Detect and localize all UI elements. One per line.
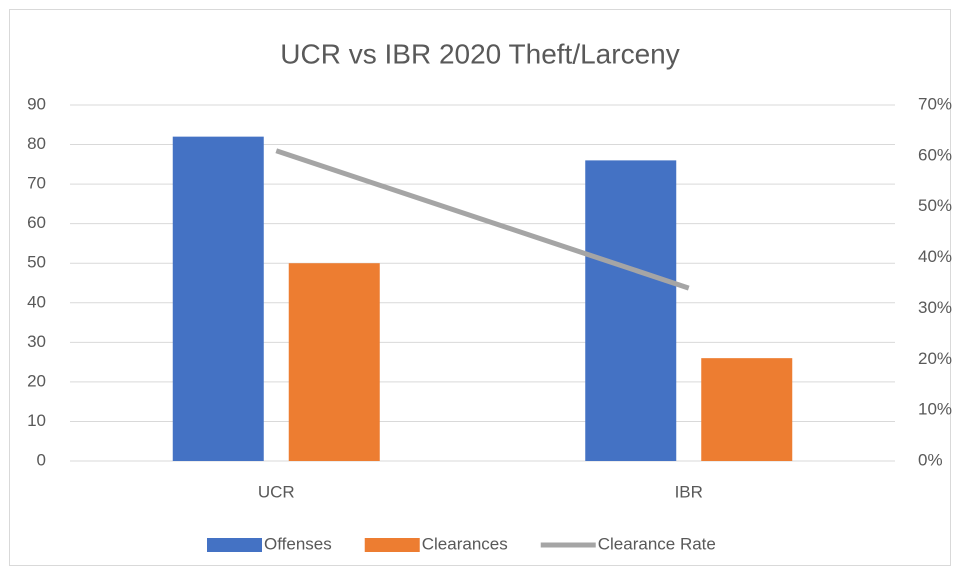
y-tick-label: 0 bbox=[37, 450, 46, 469]
x-tick-label: UCR bbox=[258, 482, 295, 501]
y2-tick-label: 10% bbox=[918, 400, 952, 419]
y-tick-label: 70 bbox=[27, 174, 46, 193]
legend-swatch bbox=[207, 538, 262, 552]
y-tick-label: 60 bbox=[27, 213, 46, 232]
bar bbox=[585, 160, 677, 461]
line bbox=[275, 148, 690, 291]
x-tick-label: IBR bbox=[675, 482, 703, 501]
y2-tick-label: 40% bbox=[918, 247, 952, 266]
chart-border bbox=[9, 9, 951, 566]
y2-tick-label: 30% bbox=[918, 298, 952, 317]
y2-tick-label: 20% bbox=[918, 349, 952, 368]
bar bbox=[701, 358, 793, 461]
y2-tick-label: 50% bbox=[918, 196, 952, 215]
y2-tick-label: 60% bbox=[918, 145, 952, 164]
legend-label: Offenses bbox=[264, 534, 332, 553]
bar bbox=[172, 136, 264, 461]
y-tick-label: 10 bbox=[27, 411, 46, 430]
y-tick-label: 20 bbox=[27, 371, 46, 390]
y-tick-label: 30 bbox=[27, 332, 46, 351]
y-tick-label: 90 bbox=[27, 94, 46, 113]
y2-tick-label: 0% bbox=[918, 450, 943, 469]
y-tick-label: 40 bbox=[27, 292, 46, 311]
y2-tick-label: 70% bbox=[918, 94, 952, 113]
legend-label: Clearances bbox=[422, 534, 508, 553]
bar bbox=[288, 263, 380, 461]
y-tick-label: 50 bbox=[27, 253, 46, 272]
legend-swatch bbox=[364, 538, 420, 552]
chart-title: UCR vs IBR 2020 Theft/Larceny bbox=[280, 38, 679, 69]
y-tick-label: 80 bbox=[27, 134, 46, 153]
legend-label: Clearance Rate bbox=[598, 534, 716, 553]
